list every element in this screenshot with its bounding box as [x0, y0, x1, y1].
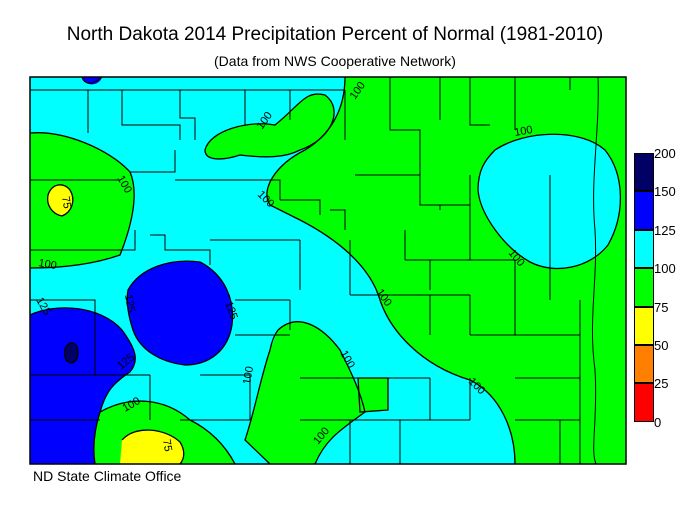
county-boundaries: [30, 76, 599, 465]
legend-tick-label: 25: [654, 376, 669, 392]
contour-label: 75: [160, 438, 174, 452]
region-75-100-northwest: [30, 132, 135, 268]
legend-tick-label: 0: [654, 414, 662, 430]
contour-label: 100: [513, 124, 533, 139]
legend-swatch: [634, 383, 654, 422]
contour-label: 100: [37, 257, 57, 272]
legend-tick-label: 150: [654, 184, 676, 200]
region-50-75-northwest: [47, 184, 73, 216]
region-125-150-central: [127, 261, 233, 365]
contour-label: 125: [122, 293, 137, 313]
map-title: North Dakota 2014 Precipitation Percent …: [66, 24, 604, 45]
region-75-100-southcentral: [245, 321, 365, 464]
legend-tick-label: 100: [654, 261, 676, 277]
color-legend: 200 150 125 100 75 50 25 0: [634, 147, 700, 429]
map-subtitle: (Data from NWS Cooperative Network): [214, 53, 456, 69]
legend-swatch: [634, 229, 654, 269]
legend-swatch: [634, 268, 654, 307]
region-75-100-south-gap: [358, 378, 388, 412]
region-150-200-southwest: [64, 342, 78, 363]
region-125-150-southwest: [30, 307, 136, 464]
region-100-125-east: [478, 134, 621, 269]
legend-tick-label: 50: [654, 338, 669, 353]
legend-swatch: [634, 345, 654, 384]
map-border: [29, 76, 627, 465]
legend-tick-label: 125: [654, 222, 676, 238]
contour-label: 100: [241, 365, 256, 385]
region-75-100-northcentral: [205, 94, 335, 159]
contour-label: 125: [222, 300, 240, 321]
region-50-75-south: [120, 430, 184, 464]
contour-label: 75: [59, 195, 73, 209]
legend-swatch: [634, 191, 654, 230]
legend-tick-label: 75: [654, 299, 669, 315]
legend-swatch: [634, 153, 654, 192]
legend-tick-label: 200: [654, 146, 676, 161]
legend-swatch: [634, 306, 654, 345]
credit-label: ND State Climate Office: [33, 468, 182, 484]
